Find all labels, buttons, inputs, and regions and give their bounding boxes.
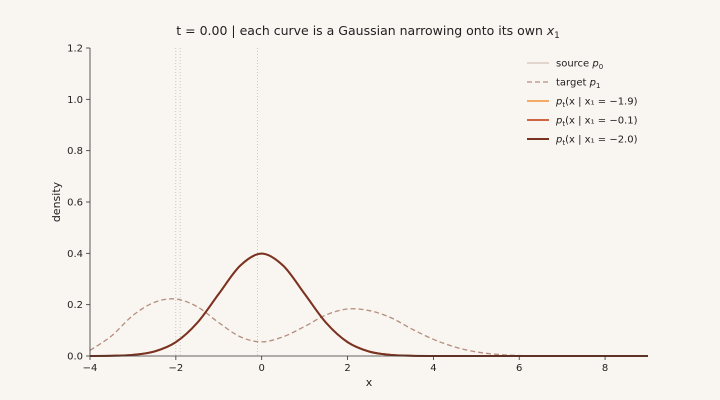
legend-entry: target p1: [556, 78, 600, 91]
y-tick-label: 1.2: [67, 44, 83, 55]
legend-part: (x | x₁ = −1.9): [565, 97, 637, 108]
legend-part: t: [562, 139, 565, 147]
legend-part: 0: [599, 63, 603, 71]
y-tick-label: 0.2: [67, 300, 83, 311]
y-tick-label: 0.4: [67, 249, 83, 260]
legend-entry: pt(x | x₁ = −2.0): [555, 135, 638, 148]
chart-title: t = 0.00 | each curve is a Gaussian narr…: [176, 23, 559, 41]
chart-title-var: x: [546, 23, 555, 38]
y-axis-label: density: [50, 181, 63, 222]
x-axis-label: x: [366, 376, 373, 389]
y-tick-label: 0.6: [67, 198, 83, 209]
legend-part: p: [555, 97, 562, 108]
legend-part: 1: [596, 82, 600, 90]
legend-entry: source p0: [556, 59, 603, 72]
legend-part: t: [562, 101, 565, 109]
legend-part: p: [589, 78, 596, 89]
x-tick-label: −2: [168, 363, 183, 374]
curves-layer: [89, 252, 648, 358]
legend-part: t: [562, 120, 565, 128]
legend-part: p: [555, 116, 562, 127]
vertical-markers: [175, 48, 258, 356]
y-tick-label: 1.0: [67, 95, 83, 106]
x-tick-label: 4: [430, 363, 436, 374]
x-ticks: −4 −2 0 2 4 6 8: [83, 356, 608, 374]
legend-part: p: [591, 59, 598, 70]
x-tick-label: 0: [259, 363, 265, 374]
legend-entry: pt(x | x₁ = −1.9): [555, 97, 638, 110]
legend-part: source: [556, 59, 592, 70]
y-tick-label: 0.0: [67, 352, 83, 363]
series-line: [89, 252, 648, 358]
series-line: [89, 253, 648, 357]
legend-part: p: [555, 135, 562, 146]
y-tick-label: 0.8: [67, 146, 83, 157]
chart-title-sub: 1: [554, 31, 559, 41]
x-tick-label: 6: [516, 363, 522, 374]
x-tick-label: 2: [344, 363, 350, 374]
legend-part: target: [556, 78, 590, 89]
legend-part: (x | x₁ = −0.1): [565, 116, 637, 127]
x-tick-label: −4: [83, 363, 98, 374]
x-tick-label: 8: [602, 363, 608, 374]
series-line: [89, 298, 648, 357]
chart-title-main: t = 0.00 | each curve is a Gaussian narr…: [176, 23, 547, 38]
legend-part: (x | x₁ = −2.0): [565, 135, 637, 146]
legend-entry: pt(x | x₁ = −0.1): [555, 116, 638, 129]
y-ticks: 0.0 0.2 0.4 0.6 0.8 1.0 1.2: [67, 44, 90, 363]
series-line: [89, 252, 648, 357]
series-line: [89, 252, 648, 357]
